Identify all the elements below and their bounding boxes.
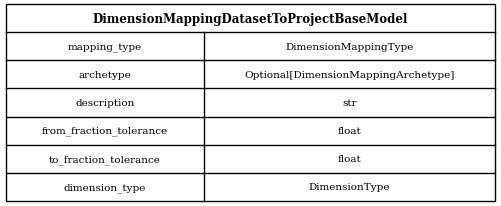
Text: float: float: [338, 154, 361, 163]
Text: str: str: [342, 98, 357, 108]
Text: mapping_type: mapping_type: [68, 42, 142, 52]
Text: DimensionMappingType: DimensionMappingType: [286, 43, 414, 52]
Text: archetype: archetype: [79, 71, 131, 80]
Text: from_fraction_tolerance: from_fraction_tolerance: [42, 126, 168, 136]
Text: Optional[DimensionMappingArchetype]: Optional[DimensionMappingArchetype]: [244, 71, 455, 80]
Text: DimensionType: DimensionType: [309, 182, 390, 191]
Text: DimensionMappingDatasetToProjectBaseModel: DimensionMappingDatasetToProjectBaseMode…: [93, 13, 408, 26]
Text: float: float: [338, 126, 361, 135]
Text: description: description: [75, 98, 135, 108]
Text: to_fraction_tolerance: to_fraction_tolerance: [49, 154, 161, 164]
Text: dimension_type: dimension_type: [64, 182, 146, 192]
